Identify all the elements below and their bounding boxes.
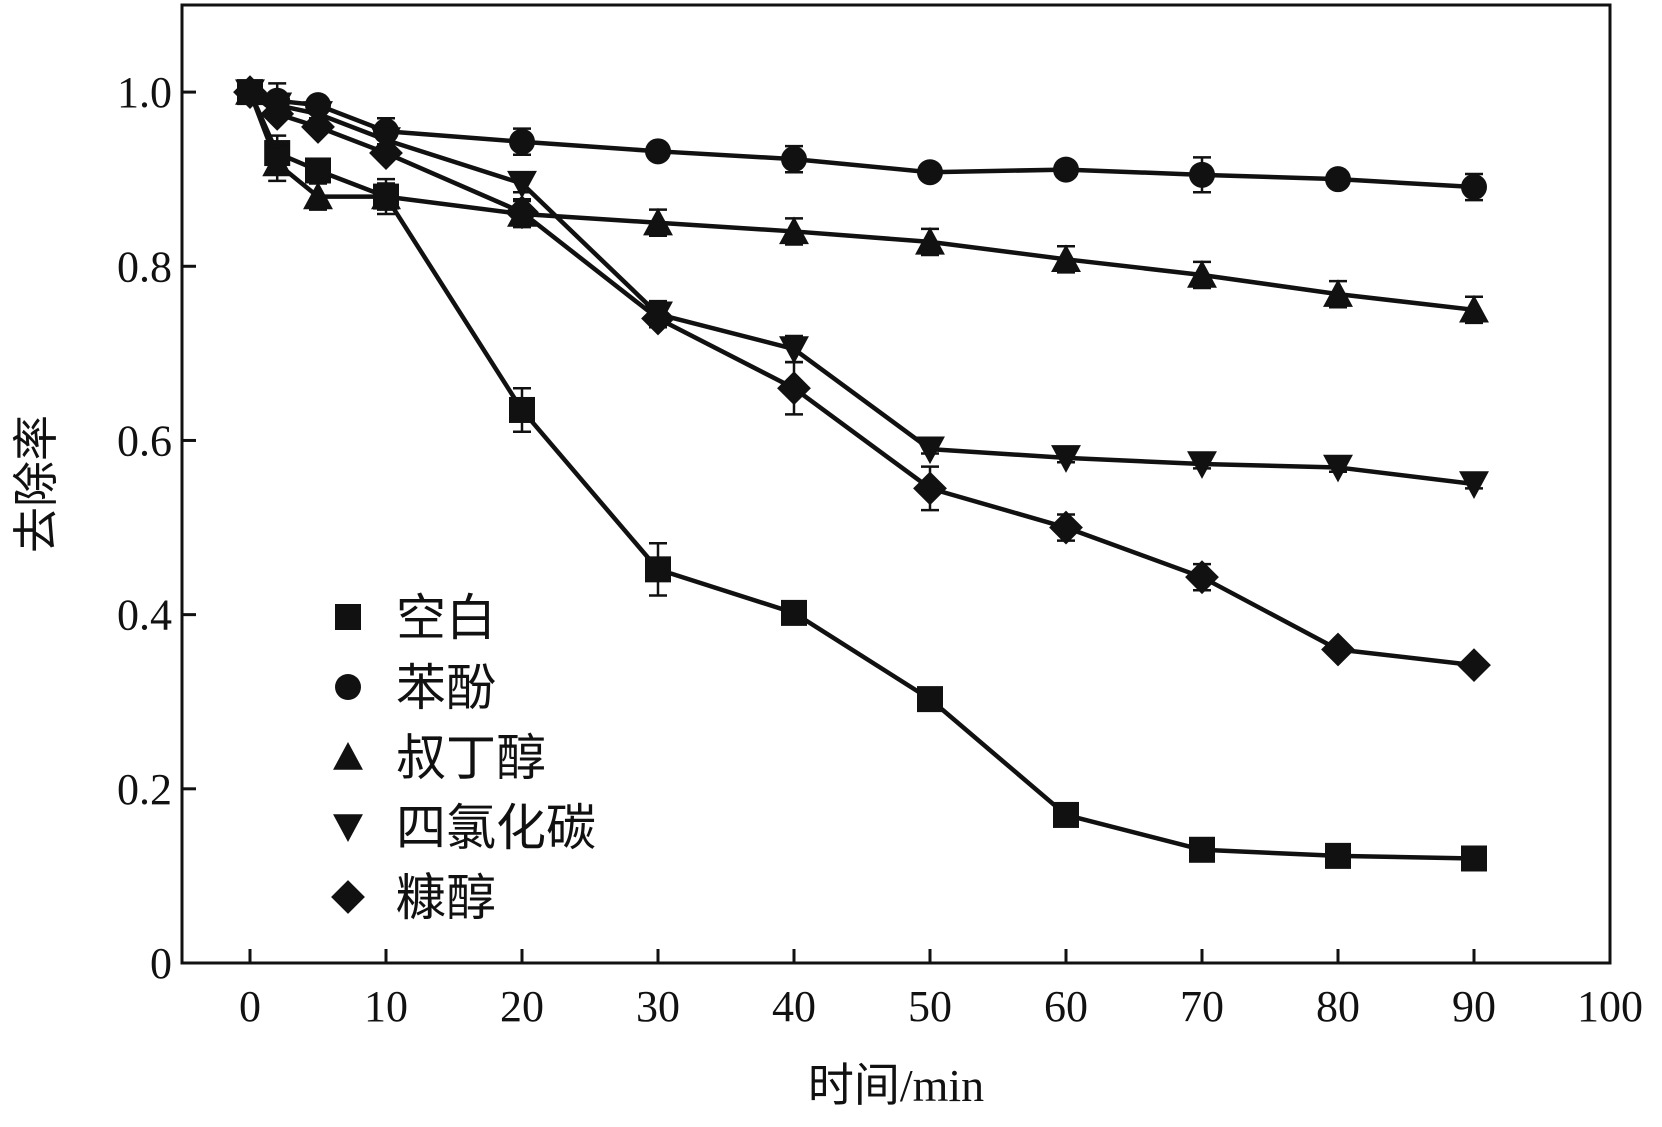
series-5 bbox=[233, 75, 1491, 683]
y-tick-label: 0.6 bbox=[117, 416, 172, 465]
data-point bbox=[1323, 454, 1353, 483]
data-point bbox=[509, 128, 535, 155]
data-point bbox=[1325, 166, 1351, 193]
legend-marker bbox=[333, 814, 363, 842]
y-tick-label: 0 bbox=[150, 939, 172, 988]
x-tick-label: 50 bbox=[908, 982, 952, 1031]
x-axis-ticks: 0 10 20 30 40 50 60 70 80 90 100 bbox=[239, 949, 1643, 1031]
data-point bbox=[1049, 510, 1083, 545]
data-point bbox=[917, 159, 943, 186]
legend-label: 叔丁醇 bbox=[396, 730, 546, 786]
x-tick-label: 60 bbox=[1044, 982, 1088, 1031]
legend-label: 苯酚 bbox=[396, 660, 496, 716]
legend-label: 四氯化碳 bbox=[396, 800, 596, 856]
data-point bbox=[779, 336, 809, 364]
x-tick-label: 70 bbox=[1180, 982, 1224, 1031]
data-point bbox=[915, 436, 945, 465]
x-tick-label: 30 bbox=[636, 982, 680, 1031]
legend-marker bbox=[333, 742, 363, 770]
data-point bbox=[915, 226, 945, 255]
y-axis-ticks: 0 0.2 0.4 0.6 0.8 1.0 bbox=[117, 68, 196, 988]
data-point bbox=[645, 556, 671, 583]
data-point bbox=[1053, 156, 1079, 183]
y-tick-label: 1.0 bbox=[117, 68, 172, 117]
series-2 bbox=[237, 79, 1487, 202]
x-tick-label: 40 bbox=[772, 982, 816, 1031]
data-point bbox=[305, 157, 331, 184]
data-point bbox=[1461, 174, 1487, 201]
data-point bbox=[509, 396, 535, 423]
legend-item: 空白 bbox=[335, 590, 496, 646]
x-tick-label: 10 bbox=[364, 982, 408, 1031]
data-point bbox=[1323, 279, 1353, 307]
data-point bbox=[1189, 836, 1215, 863]
data-point bbox=[643, 207, 673, 236]
data-point bbox=[262, 148, 293, 177]
data-point bbox=[303, 181, 333, 210]
legend-item: 糠醇 bbox=[331, 870, 496, 926]
y-tick-label: 0.2 bbox=[117, 765, 172, 814]
x-tick-label: 80 bbox=[1316, 982, 1360, 1031]
data-point bbox=[371, 181, 401, 210]
y-tick-label: 0.8 bbox=[117, 242, 172, 291]
legend-item: 叔丁醇 bbox=[333, 730, 546, 786]
data-point bbox=[1051, 244, 1081, 273]
legend-item: 苯酚 bbox=[335, 660, 496, 716]
data-point bbox=[1459, 294, 1489, 323]
data-point bbox=[260, 96, 295, 131]
series-1 bbox=[237, 79, 1487, 872]
data-point bbox=[301, 110, 335, 144]
legend-item: 四氯化碳 bbox=[333, 800, 596, 856]
data-point bbox=[233, 75, 267, 109]
x-axis-label: 时间/min bbox=[808, 1060, 984, 1111]
data-point bbox=[1325, 842, 1351, 869]
data-point bbox=[369, 136, 403, 170]
y-tick-label: 0.4 bbox=[117, 591, 172, 640]
data-point bbox=[1457, 648, 1491, 683]
series-layer bbox=[233, 75, 1491, 872]
y-axis-label: 去除率 bbox=[11, 415, 62, 553]
data-point bbox=[505, 195, 539, 230]
legend-marker bbox=[335, 674, 361, 700]
data-point bbox=[641, 301, 675, 336]
data-point bbox=[913, 471, 947, 506]
data-point bbox=[1321, 632, 1355, 667]
data-point bbox=[1187, 451, 1217, 479]
legend-marker bbox=[331, 880, 365, 914]
data-point bbox=[917, 686, 943, 713]
data-point bbox=[1185, 560, 1219, 595]
data-point bbox=[781, 599, 807, 626]
x-tick-label: 90 bbox=[1452, 982, 1496, 1031]
data-point bbox=[1053, 801, 1079, 828]
x-tick-label: 20 bbox=[500, 982, 544, 1031]
data-point bbox=[1187, 260, 1217, 288]
data-point bbox=[1051, 445, 1081, 473]
series-3 bbox=[235, 77, 1489, 325]
data-point bbox=[507, 170, 537, 199]
data-point bbox=[1459, 471, 1489, 499]
x-tick-label: 100 bbox=[1577, 982, 1643, 1031]
data-point bbox=[645, 138, 671, 165]
legend-marker bbox=[335, 604, 361, 630]
data-point bbox=[777, 371, 811, 406]
data-point bbox=[1461, 845, 1487, 872]
data-point bbox=[1189, 161, 1215, 188]
x-tick-label: 0 bbox=[239, 982, 261, 1031]
plot-frame bbox=[180, 3, 1612, 965]
legend-label: 糠醇 bbox=[396, 870, 496, 926]
data-point bbox=[781, 146, 807, 173]
series-line bbox=[247, 91, 1475, 313]
data-point bbox=[779, 216, 809, 245]
legend-label: 空白 bbox=[396, 590, 496, 646]
